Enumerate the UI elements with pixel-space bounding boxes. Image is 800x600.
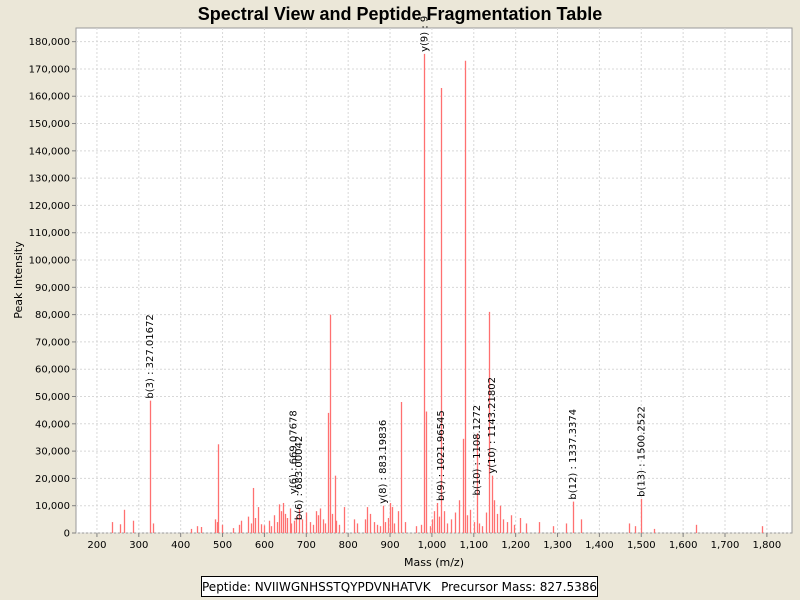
x-tick-label: 1,800 <box>753 540 782 551</box>
x-tick-label: 200 <box>87 540 106 551</box>
peak-annotation-label: b(12) : 1337.3374 <box>568 409 579 500</box>
y-tick-label: 60,000 <box>35 365 70 376</box>
y-tick-label: 110,000 <box>29 228 70 239</box>
y-tick-label: 100,000 <box>29 256 70 267</box>
x-tick-label: 1,400 <box>585 540 614 551</box>
peak-annotation-label: y(9) : 9 <box>419 16 430 52</box>
y-tick-label: 0 <box>64 529 70 540</box>
x-tick-label: 1,700 <box>711 540 740 551</box>
y-tick-label: 120,000 <box>29 201 70 212</box>
y-tick-label: 50,000 <box>35 392 70 403</box>
chart-title: Spectral View and Peptide Fragmentation … <box>198 4 602 24</box>
y-tick-label: 180,000 <box>29 37 70 48</box>
peptide-label: Peptide: NVIIWGNHSSTQYPDVNHATVK <box>202 579 431 594</box>
peak-annotation-label: y(10) : 1143.21802 <box>487 377 498 474</box>
y-tick-label: 150,000 <box>29 119 70 130</box>
peak-annotation-label: b(3) : 327.01672 <box>145 314 156 398</box>
x-tick-label: 300 <box>129 540 148 551</box>
x-tick-label: 800 <box>339 540 358 551</box>
x-tick-label: 1,100 <box>459 540 488 551</box>
peak-annotation-label: b(6) : 683.00042 <box>294 436 305 520</box>
y-tick-label: 160,000 <box>29 92 70 103</box>
x-tick-label: 1,000 <box>418 540 447 551</box>
peak-annotation-label: b(13) : 1500.2522 <box>636 406 647 497</box>
x-tick-label: 600 <box>255 540 274 551</box>
y-tick-label: 70,000 <box>35 337 70 348</box>
y-tick-label: 130,000 <box>29 174 70 185</box>
y-tick-label: 10,000 <box>35 501 70 512</box>
x-tick-label: 1,500 <box>627 540 656 551</box>
x-tick-label: 1,600 <box>669 540 698 551</box>
peak-annotation-label: y(8) : 883.19836 <box>378 420 389 504</box>
y-tick-label: 40,000 <box>35 419 70 430</box>
y-axis-label: Peak Intensity <box>12 241 25 319</box>
x-tick-label: 700 <box>297 540 316 551</box>
peak-bars <box>111 53 764 533</box>
y-tick-label: 140,000 <box>29 146 70 157</box>
y-tick-label: 90,000 <box>35 283 70 294</box>
peak-annotation-label: b(10) : 1108.1272 <box>472 405 483 496</box>
peak-annotation-label: b(9) : 1021.96545 <box>436 410 447 501</box>
plot-area <box>75 27 793 534</box>
x-tick-label: 400 <box>171 540 190 551</box>
x-tick-label: 500 <box>213 540 232 551</box>
peptide-info-box: Peptide: NVIIWGNHSSTQYPDVNHATVK Precurso… <box>201 576 598 597</box>
x-tick-label: 1,300 <box>543 540 572 551</box>
peak-annotation-label: y(6) : 669.07678 <box>288 410 299 494</box>
grid-lines <box>76 28 792 534</box>
axes: 200 300 400 500 600 700 800 900 1,000 1,100 1,200 1… <box>29 37 782 551</box>
y-tick-label: 170,000 <box>29 64 70 75</box>
x-axis-label: Mass (m/z) <box>404 556 464 569</box>
y-tick-label: 30,000 <box>35 447 70 458</box>
x-tick-label: 900 <box>380 540 399 551</box>
precursor-mass-label: Precursor Mass: 827.5386 <box>441 579 597 594</box>
y-tick-label: 20,000 <box>35 474 70 485</box>
x-tick-label: 1,200 <box>501 540 530 551</box>
y-tick-label: 80,000 <box>35 310 70 321</box>
